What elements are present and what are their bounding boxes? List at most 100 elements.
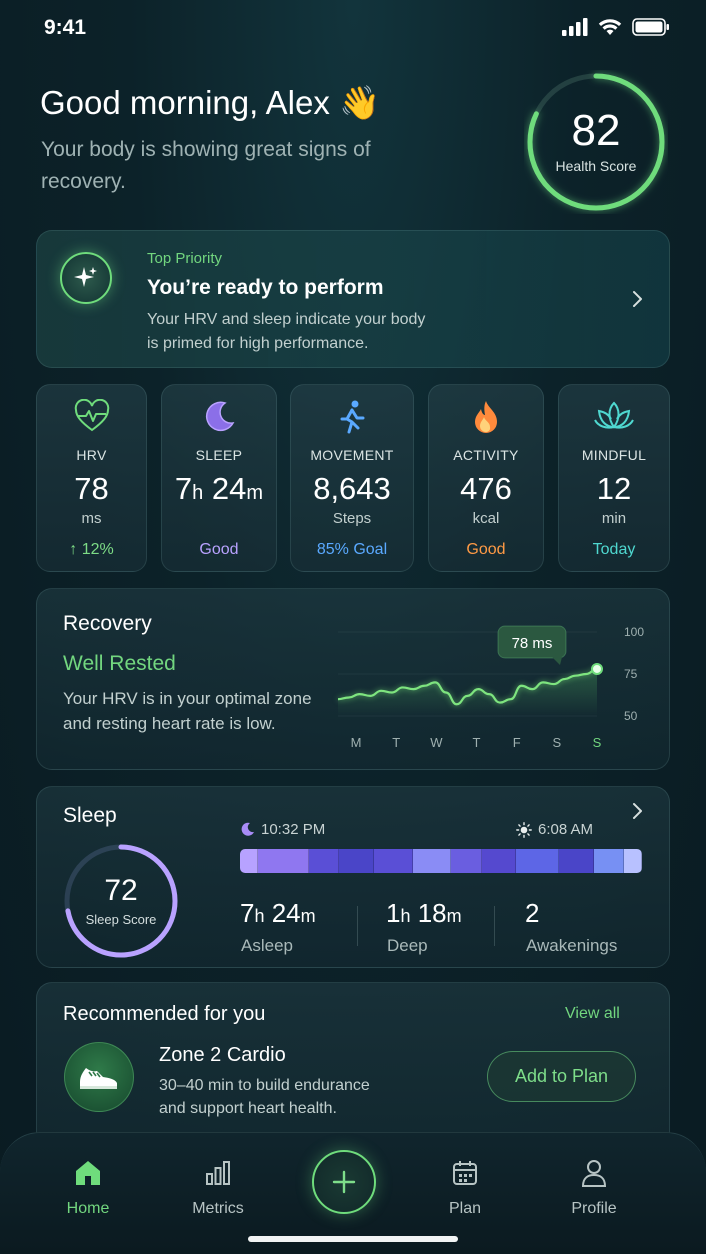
recommended-title: Recommended for you <box>63 1003 266 1025</box>
asleep-label: Asleep <box>241 936 293 955</box>
health-score-label: Health Score <box>555 158 637 174</box>
metric-status: ↑ 12% <box>69 541 114 558</box>
metric-value: 78 <box>74 471 109 506</box>
x-tick-label: F <box>513 735 521 750</box>
tooltip-tail <box>552 657 562 665</box>
metric-unit: ms <box>81 510 102 527</box>
sleep-stage-segment <box>412 849 452 873</box>
heart-pulse-icon <box>74 399 109 432</box>
wake-time: 6:08 AM <box>516 821 593 838</box>
metric-value: 7h 24m <box>174 471 264 506</box>
x-tick-label: W <box>430 735 443 750</box>
battery-icon <box>632 18 669 36</box>
tab-profile[interactable]: Profile <box>544 1156 644 1218</box>
view-all-link[interactable]: View all <box>565 1005 620 1022</box>
metric-unit: Steps <box>332 510 372 527</box>
recovery-area <box>338 668 597 716</box>
recovery-line <box>337 667 598 706</box>
priority-title: You’re ready to perform <box>147 276 384 299</box>
data-point <box>591 662 603 675</box>
awakenings-value: 2 <box>525 898 540 928</box>
home-icon <box>76 1161 100 1185</box>
sleep-stage-segment <box>257 849 310 873</box>
metric-value: 12 <box>596 471 632 506</box>
recovery-title: Recovery <box>63 612 152 635</box>
sleep-stage-segment <box>481 849 517 873</box>
chevron-right-icon[interactable] <box>630 288 646 310</box>
y-tick-label: 100 <box>624 625 644 639</box>
wifi-icon <box>598 19 622 35</box>
recommended-item-description: 30–40 min to build endurance and support… <box>159 1077 370 1117</box>
recovery-description: Your HRV is in your optimal zone and res… <box>63 689 312 733</box>
x-tick-label: S <box>552 735 561 750</box>
moon-icon <box>241 822 254 836</box>
priority-description: Your HRV and sleep indicate your body is… <box>147 311 426 352</box>
sleep-score-value: 72 <box>104 874 138 907</box>
sleep-stage-segment <box>593 849 625 873</box>
metric-name: MINDFUL <box>581 447 647 463</box>
sneaker-icon <box>64 1042 134 1112</box>
sleep-title: Sleep <box>63 804 117 827</box>
sleep-score-ring <box>64 844 178 958</box>
health-score-value: 82 <box>571 106 621 155</box>
sleep-stage-segment <box>559 849 594 873</box>
divider <box>357 906 358 946</box>
sleep-stage-segment <box>240 849 258 873</box>
y-tick-label: 50 <box>624 709 638 723</box>
x-tick-label: S <box>593 735 602 750</box>
x-tick-label: M <box>351 735 362 750</box>
sleep-stage-bar <box>240 849 642 873</box>
tab-metrics[interactable]: Metrics <box>168 1156 268 1218</box>
plus-icon <box>332 1170 356 1194</box>
metric-tile-hrv[interactable]: HRV 78 ms ↑ 12% <box>36 384 147 572</box>
priority-card[interactable] <box>36 230 670 368</box>
sleep-stage-segment <box>339 849 375 873</box>
recovery-status: Well Rested <box>63 652 176 675</box>
sleep-stage-segment <box>624 849 642 873</box>
calendar-icon <box>453 1161 477 1185</box>
metric-status: Good <box>199 541 239 558</box>
sleep-stage-segment <box>451 849 482 873</box>
metric-name: HRV <box>76 447 107 463</box>
sleep-stage-segment <box>516 849 560 873</box>
deep-value: 1h 18m <box>386 898 462 928</box>
metric-tile-activity[interactable]: ACTIVITY 476 kcal Good <box>428 384 544 572</box>
sleep-stage-segment <box>374 849 413 873</box>
metric-tile-movement[interactable]: MOVEMENT 8,643 Steps 85% Goal <box>290 384 414 572</box>
home-indicator <box>248 1236 458 1242</box>
recovery-chart: 50 75 100 M T W T F S S 78 ms <box>337 625 644 750</box>
metric-name: SLEEP <box>195 447 243 463</box>
chevron-right-icon[interactable] <box>630 800 646 822</box>
greeting-subtitle: Your body is showing great signs of reco… <box>41 138 371 193</box>
metric-unit: kcal <box>472 510 500 527</box>
y-tick-label: 75 <box>624 667 638 681</box>
metric-value: 476 <box>460 471 512 506</box>
priority-tag: Top Priority <box>147 250 223 267</box>
moon-icon <box>205 401 235 432</box>
sleep-card[interactable] <box>36 786 670 968</box>
recommended-item-name: Zone 2 Cardio <box>159 1044 286 1066</box>
metric-status: 85% Goal <box>316 541 388 558</box>
greeting: Good morning, Alex 👋 <box>40 84 381 121</box>
add-to-plan-button[interactable]: Add to Plan <box>487 1051 636 1102</box>
metric-unit: min <box>601 510 627 527</box>
deep-label: Deep <box>387 936 428 955</box>
x-tick-label: T <box>392 735 400 750</box>
metric-tile-mindful[interactable]: MINDFUL 12 min Today <box>558 384 670 572</box>
tab-plan[interactable]: Plan <box>415 1156 515 1218</box>
status-icons <box>562 18 670 36</box>
metric-name: ACTIVITY <box>453 447 519 463</box>
asleep-value: 7h 24m <box>240 898 316 928</box>
runner-icon <box>340 400 365 434</box>
sleep-stage-segment <box>309 849 340 873</box>
metric-status: Today <box>592 541 636 558</box>
sparkle-icon <box>60 252 112 304</box>
add-button[interactable] <box>312 1150 376 1214</box>
awakenings-label: Awakenings <box>526 936 618 955</box>
tab-home[interactable]: Home <box>38 1156 138 1218</box>
metric-value: 8,643 <box>313 471 391 506</box>
health-score-ring[interactable] <box>524 70 668 214</box>
sleep-score-label: Sleep Score <box>85 912 157 927</box>
metric-tile-sleep[interactable]: SLEEP 7h 24m Good <box>161 384 277 572</box>
x-tick-label: T <box>473 735 481 750</box>
